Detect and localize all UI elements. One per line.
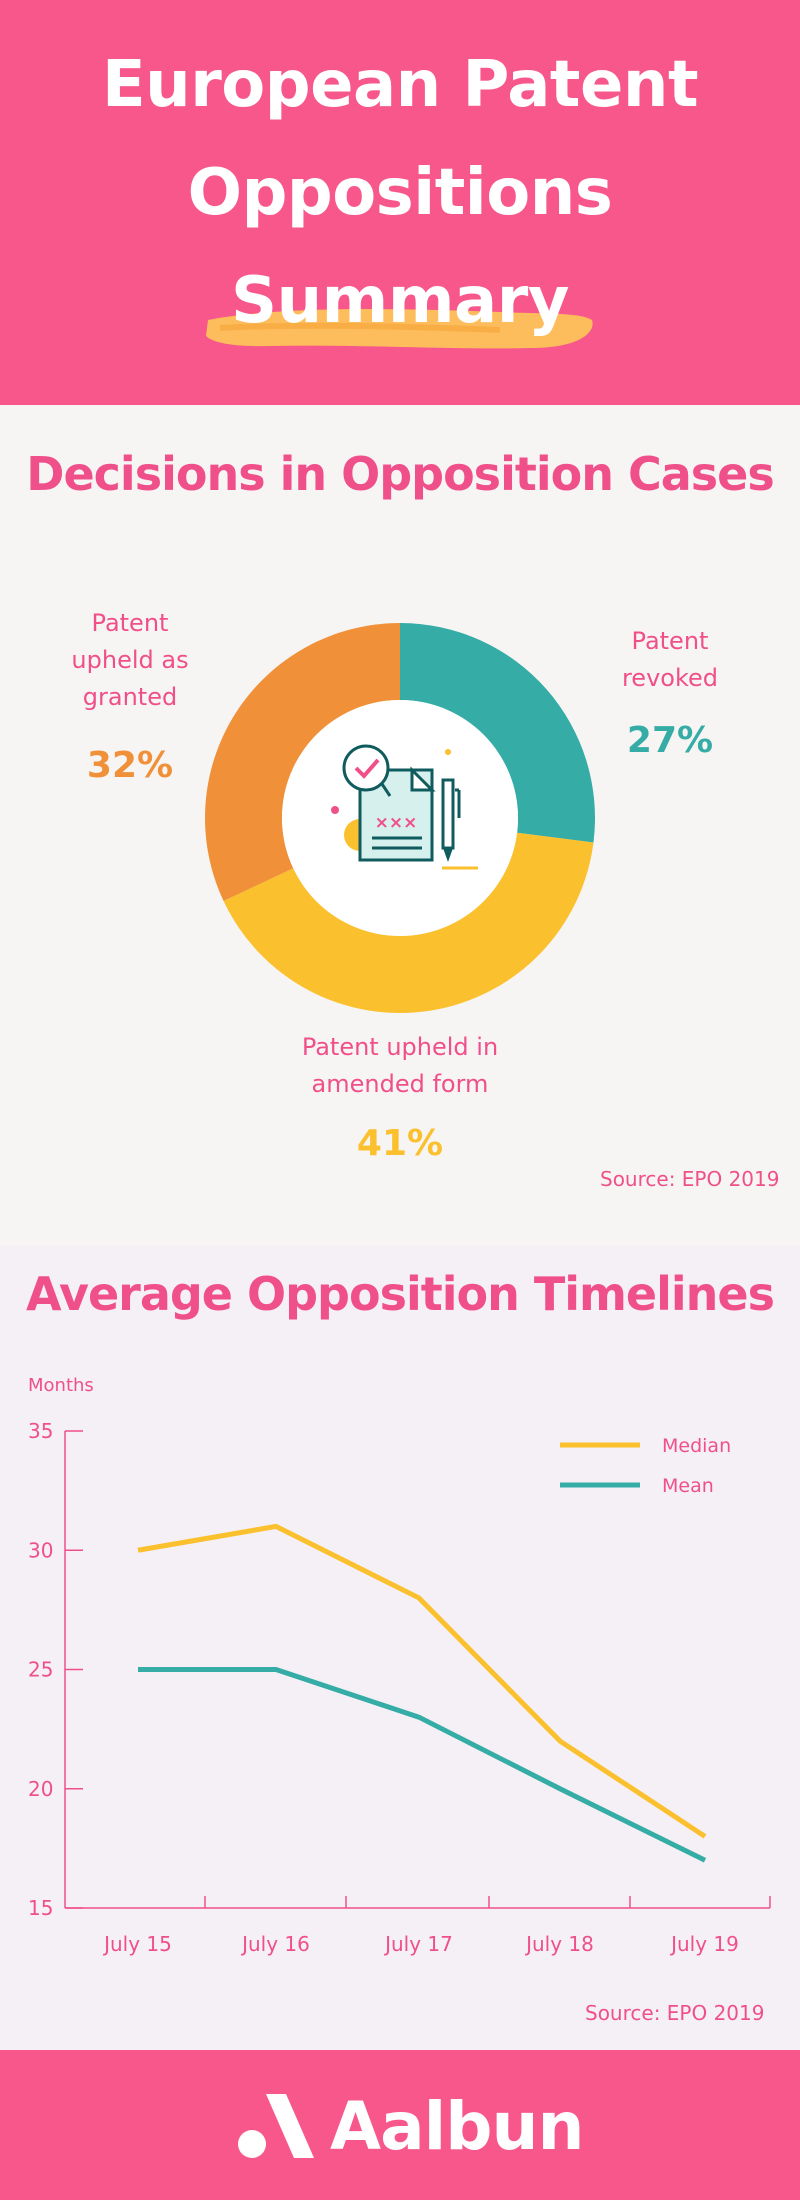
y-tick-label: 15: [28, 1896, 53, 1920]
y-tick-label: 20: [28, 1777, 53, 1801]
legend-label-mean: Mean: [662, 1475, 714, 1497]
timelines-section: Average Opposition Timelines Months 15 20 2…: [0, 1245, 800, 2050]
line-chart: Months 15 20 25 30 35 July 15 July 16 July 17 Jul…: [28, 1375, 771, 1956]
segment-label-granted-line-1: Patent: [91, 609, 169, 637]
x-tick-label: July 15: [102, 1932, 172, 1956]
series-line-mean: [138, 1667, 707, 1863]
y-tick-label: 35: [28, 1419, 53, 1443]
segment-label-revoked-line-1: Patent: [631, 627, 709, 655]
decisions-source: Source: EPO 2019: [600, 1167, 780, 1191]
segment-pct-revoked: 27%: [626, 720, 714, 761]
donut-chart: ×××: [204, 623, 595, 1013]
x-tick-label: July 17: [383, 1932, 453, 1956]
x-tick-label: July 18: [524, 1932, 594, 1956]
segment-label-amended: Patent upheld in amended form: [260, 1029, 540, 1103]
y-tick-label: 30: [28, 1538, 53, 1562]
donut-segment-revoked: [400, 623, 595, 843]
segment-label-granted-line-3: granted: [82, 683, 178, 711]
svg-text:×××: ×××: [375, 813, 418, 833]
segment-label-amended-line-1: Patent upheld in: [301, 1033, 499, 1061]
donut-segment-amended: [223, 832, 594, 1013]
decisions-title: Decisions in Opposition Cases: [26, 447, 774, 501]
header-banner: European Patent Oppositions Summary: [0, 0, 800, 405]
document-checklist-icon: ×××: [331, 744, 478, 870]
legend-label-median: Median: [662, 1435, 731, 1457]
page-title-line-1: European Patent: [101, 48, 699, 122]
y-axis-label: Months: [28, 1375, 94, 1396]
page-title-line-2: Oppositions: [187, 156, 613, 230]
x-tick-label: July 19: [669, 1932, 739, 1956]
brand-name: Aalbun: [330, 2088, 584, 2165]
segment-label-revoked: Patent revoked: [590, 623, 750, 697]
segment-label-granted-line-2: upheld as: [71, 646, 189, 674]
highlight-brush-stroke: [206, 309, 593, 349]
donut-segment-granted: [204, 623, 400, 902]
footer-banner: Aalbun: [0, 2050, 800, 2200]
timelines-title: Average Opposition Timelines: [26, 1267, 775, 1321]
y-tick-label: 25: [28, 1658, 53, 1682]
timelines-source: Source: EPO 2019: [585, 2001, 765, 2025]
x-tick-label: July 16: [240, 1932, 310, 1956]
segment-label-amended-line-2: amended form: [311, 1070, 489, 1098]
segment-pct-amended: 41%: [356, 1123, 444, 1164]
page-title-line-3: Summary: [231, 264, 570, 338]
segment-label-revoked-line-2: revoked: [621, 664, 719, 692]
segment-pct-granted: 32%: [86, 745, 174, 786]
aalbun-logo-icon: [238, 2094, 314, 2158]
segment-label-granted: Patent upheld as granted: [50, 605, 210, 716]
series-line-median: [137, 1523, 707, 1839]
decisions-section: Decisions in Opposition Cases ××× Patent…: [0, 405, 800, 1245]
